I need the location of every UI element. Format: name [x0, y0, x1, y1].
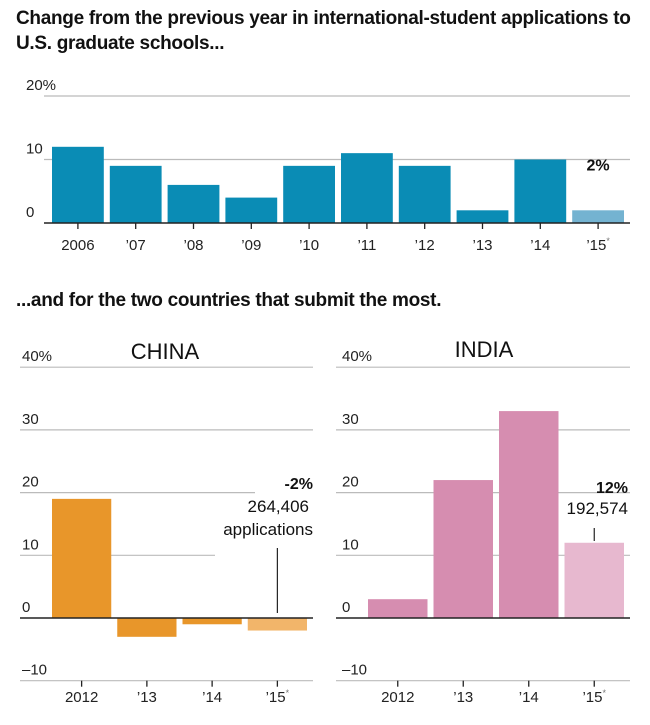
x-tick-label: ’15* [582, 688, 606, 706]
bar-2012 [52, 498, 112, 618]
y-tick-label: 10 [26, 141, 43, 158]
x-tick-label: ’15* [586, 236, 610, 254]
panel-title-china: CHINA [131, 339, 200, 364]
x-tick-label: 2012 [65, 689, 98, 706]
x-tick-label: ’15* [266, 688, 290, 706]
y-tick-label: 40% [22, 348, 52, 365]
x-tick-label: ’13 [137, 689, 157, 706]
chart-subtitle: ...and for the two countries that submit… [16, 290, 442, 311]
x-tick-label: ’09 [241, 237, 261, 254]
x-tick-label: ’08 [183, 237, 203, 254]
bar-08 [167, 184, 220, 223]
x-tick-label: ’13 [472, 237, 492, 254]
x-tick-label: ’14 [519, 689, 539, 706]
x-tick-label: ’14 [202, 689, 222, 706]
bar-2006 [52, 146, 104, 223]
x-tick-label: ’13 [453, 689, 473, 706]
y-tick-label: 20% [26, 77, 56, 94]
bar-15 [572, 210, 624, 223]
bar-14 [182, 618, 242, 625]
bar-13 [117, 618, 177, 637]
annotation-change: -2% [285, 476, 313, 493]
y-tick-label: 20 [22, 474, 39, 491]
annotation-unit: applications [223, 520, 313, 539]
y-tick-label: 20 [342, 474, 359, 491]
y-tick-label: 40% [342, 348, 372, 365]
bar-13 [433, 480, 493, 618]
chart-title: Change from the previous year in interna… [16, 8, 631, 54]
bar-10 [283, 165, 335, 223]
y-tick-label: –10 [22, 662, 47, 679]
annotation-change: 12% [596, 480, 628, 497]
chart-top: 0 10 20% 2006 ’07 ’08 ’09 ’10 ’11 ’12 ’13 ’14 ’15* 2% [26, 77, 630, 254]
y-tick-label: 0 [22, 599, 30, 616]
bar-07 [109, 165, 162, 223]
y-tick-label: 10 [22, 536, 39, 553]
bar-15 [564, 542, 624, 618]
y-tick-label: 0 [26, 204, 34, 221]
x-tick-label: ’14 [530, 237, 550, 254]
bar-12 [398, 165, 451, 223]
y-tick-label: 30 [342, 411, 359, 428]
bar-14 [514, 159, 567, 223]
x-tick-label: 2006 [61, 237, 94, 254]
y-tick-label: 0 [342, 599, 350, 616]
x-tick-label: ’11 [357, 237, 376, 254]
x-tick-label: ’10 [299, 237, 319, 254]
chart-china: –10 0 10 20 30 40% 2012 ’13 ’14 ’15* CHINA -2% 264,4… [20, 339, 313, 706]
bar-13 [456, 210, 509, 223]
bar-2012 [368, 599, 428, 618]
x-tick-label: ’12 [415, 237, 435, 254]
x-tick-label: ’07 [126, 237, 146, 254]
chart-india: –10 0 10 20 30 40% 2012 ’13 ’14 ’15* INDIA 12% 192,5… [336, 337, 630, 706]
bar-11 [341, 153, 393, 223]
annotation-count: 264,406 [248, 497, 309, 516]
x-tick-label: 2012 [381, 689, 414, 706]
panel-title-india: INDIA [455, 337, 514, 362]
annotation-count: 192,574 [567, 499, 628, 518]
bar-09 [225, 197, 278, 223]
bar-15 [247, 618, 307, 631]
y-tick-label: 30 [22, 411, 39, 428]
annotation-value: 2% [587, 157, 610, 174]
bar-14 [499, 411, 559, 618]
y-tick-label: 10 [342, 536, 359, 553]
y-tick-label: –10 [342, 662, 367, 679]
